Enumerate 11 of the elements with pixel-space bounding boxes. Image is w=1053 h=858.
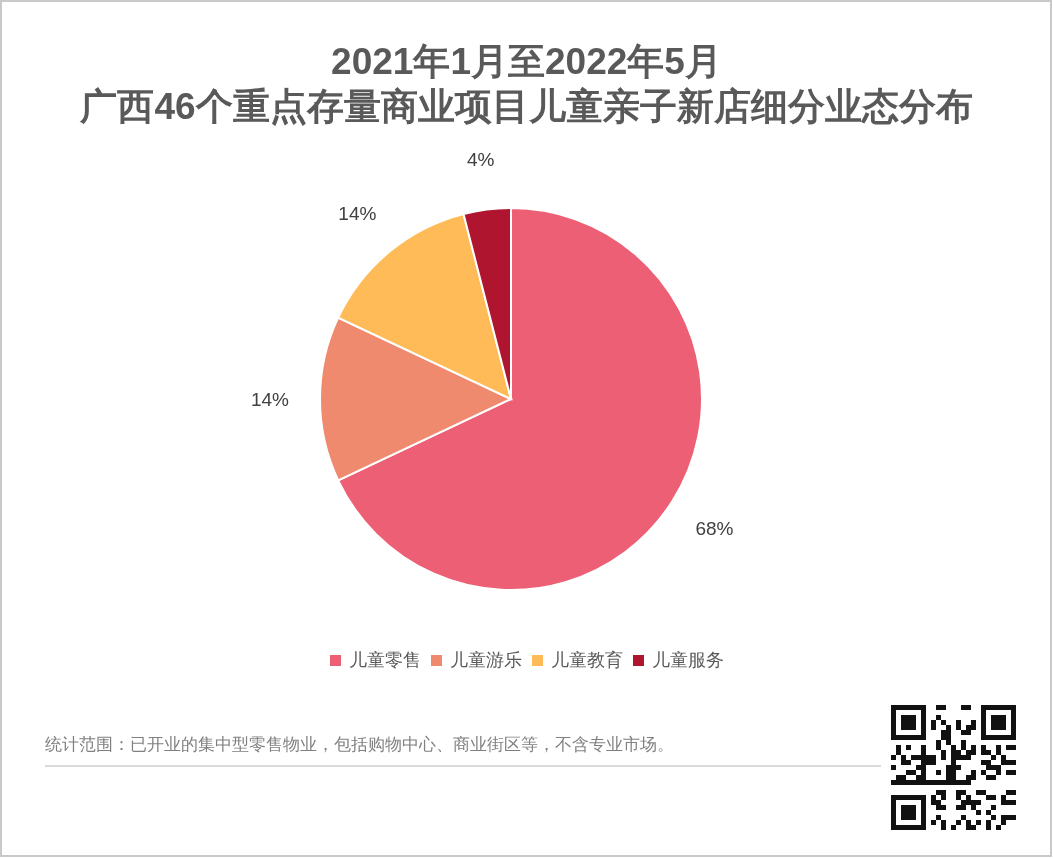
legend-label: 儿童教育 xyxy=(550,649,623,672)
data-label: 14% xyxy=(338,202,377,224)
chart-title: 2021年1月至2022年5月 xyxy=(330,40,723,84)
chart-subtitle: 广西46个重点存量商业项目儿童亲子新店细分业态分布 xyxy=(79,85,974,129)
data-label: 68% xyxy=(695,517,734,539)
legend-label: 儿童游乐 xyxy=(449,649,522,672)
text: 统计范围：已开业的集中型零售物业，包括购物中心、商业街区等，不含专业市场。 xyxy=(45,734,674,756)
data-label: 14% xyxy=(250,388,290,410)
legend-label: 儿童服务 xyxy=(651,649,724,672)
data-label: 4% xyxy=(467,149,495,171)
legend-label: 儿童零售 xyxy=(348,649,421,672)
